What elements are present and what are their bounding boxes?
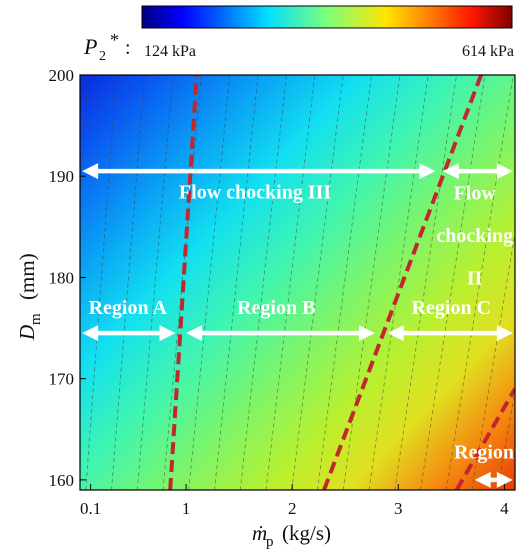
double-arrow	[82, 325, 176, 342]
arrow-head-left	[82, 325, 99, 342]
arrow-head-right	[358, 325, 375, 342]
x-axis-label: ṁ p (kg/s)	[252, 521, 331, 550]
plot-area: Flow chocking III Flow chocking II Region A R…	[79, 74, 520, 491]
arrow-head-right	[496, 471, 513, 488]
x-tick-label: 1	[182, 499, 191, 518]
x-axis-symbol: ṁ	[252, 521, 267, 545]
arrow-head-left	[82, 163, 99, 180]
region-arrows	[82, 163, 513, 488]
double-arrow	[474, 471, 513, 488]
contour-line	[85, 75, 117, 490]
contour-line	[80, 75, 89, 200]
contour-line	[111, 75, 146, 490]
y-axis-ticks: 160 170 180 190 200	[49, 66, 86, 490]
double-arrow	[387, 325, 513, 342]
boundary-line	[168, 75, 199, 490]
colorbar-symbol: P	[83, 34, 97, 59]
x-tick-label: 2	[288, 499, 297, 518]
annotation-label: Region C	[412, 297, 491, 319]
arrow-head-left	[442, 163, 459, 180]
annotation-label: Region A	[89, 297, 168, 319]
annotation-label: Region B	[237, 297, 315, 319]
x-axis-unit: (kg/s)	[282, 521, 331, 545]
y-tick-label: 180	[49, 268, 75, 287]
arrow-head-left	[186, 325, 203, 342]
region-boundary-lines	[168, 75, 515, 490]
colorbar	[141, 5, 513, 29]
y-tick-label: 160	[49, 471, 75, 490]
y-axis-symbol: D	[15, 325, 39, 341]
arrow-head-left	[387, 325, 404, 342]
x-tick-label: 4	[500, 499, 509, 518]
plot-frame	[79, 74, 516, 491]
annotation-label: Flow chocking III	[179, 181, 331, 203]
boundary-line	[322, 75, 483, 490]
arrow-head-right	[419, 163, 436, 180]
arrow-head-right	[159, 325, 176, 342]
arrow-head-left	[474, 471, 491, 488]
colorbar-separator: :	[125, 37, 131, 59]
y-axis-label: D m (mm)	[15, 253, 44, 341]
double-arrow	[442, 163, 513, 180]
y-tick-label: 170	[49, 370, 75, 389]
contour-line	[471, 231, 515, 490]
y-axis-unit: (mm)	[15, 253, 39, 300]
double-arrow	[186, 325, 375, 342]
annotation-label: Flow	[454, 183, 497, 205]
annotation-label: chocking	[436, 225, 513, 247]
arrow-head-right	[496, 325, 513, 342]
region-annotations: Flow chocking III Flow chocking II Region A R…	[89, 181, 520, 463]
colorbar-gradient	[141, 5, 513, 29]
x-axis-symbol-sub: p	[266, 534, 274, 550]
y-tick-label: 190	[49, 167, 75, 186]
x-axis-ticks: 0.1 1 2 3 4	[80, 484, 509, 518]
contour-line	[445, 75, 514, 490]
colorbar-max-label: 614 kPa	[462, 43, 514, 60]
x-tick-label: 3	[394, 499, 403, 518]
y-tick-label: 200	[49, 66, 75, 85]
contour-lines	[80, 75, 515, 490]
y-axis-symbol-sub: m	[28, 313, 44, 325]
annotation-label: Region D	[454, 442, 520, 464]
annotation-label: II	[467, 268, 483, 290]
arrow-head-right	[496, 163, 513, 180]
boundary-line	[454, 387, 515, 490]
colorbar-symbol-sub: 2	[99, 49, 106, 64]
pressure-field	[80, 75, 515, 490]
colorbar-labels: P 2 * : 124 kPa 614 kPa	[83, 30, 514, 64]
x-tick-label: 0.1	[80, 499, 101, 518]
colorbar-min-label: 124 kPa	[144, 43, 196, 60]
colorbar-symbol-sup: *	[110, 30, 119, 50]
contour-line	[497, 388, 515, 490]
double-arrow	[82, 163, 436, 180]
